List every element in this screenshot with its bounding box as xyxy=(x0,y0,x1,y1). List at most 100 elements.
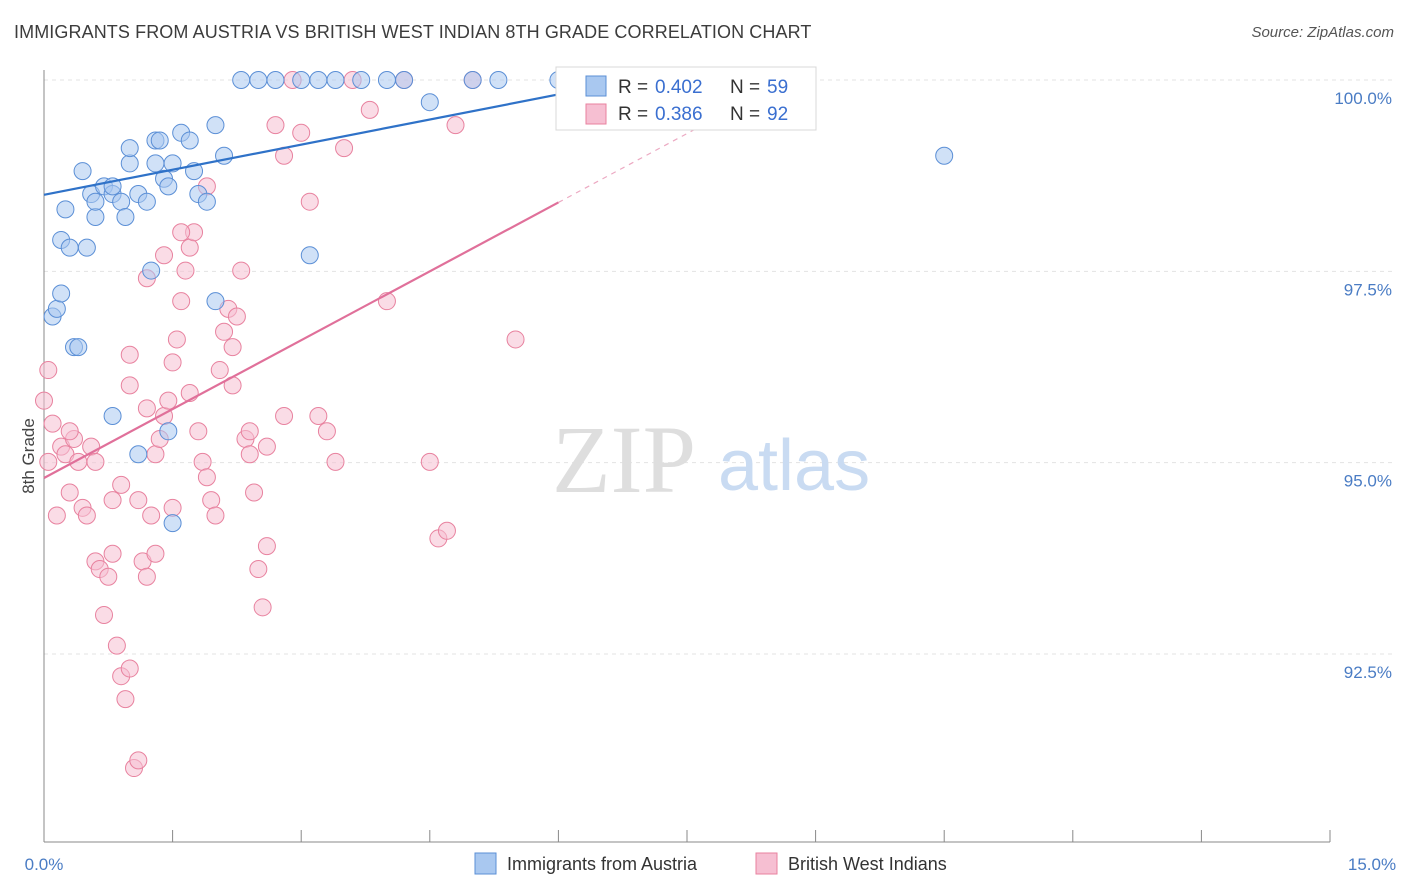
y-tick-labels: 92.5% 95.0% 97.5% 100.0% xyxy=(1334,89,1392,682)
bottom-legend-swatch-blue xyxy=(474,852,497,875)
data-point xyxy=(326,452,345,471)
data-point xyxy=(249,71,268,89)
y-tick-label: 97.5% xyxy=(1344,280,1392,299)
data-point xyxy=(506,330,525,349)
data-point xyxy=(52,284,71,303)
legend-r-value-1: 0.402 xyxy=(655,77,703,98)
data-point xyxy=(309,406,328,425)
data-point xyxy=(86,452,105,471)
data-point xyxy=(103,406,122,425)
data-point xyxy=(257,537,276,556)
data-point xyxy=(275,406,294,425)
data-point xyxy=(463,71,482,89)
watermark-atlas: atlas xyxy=(718,426,870,506)
data-point xyxy=(172,292,191,311)
trend-line-bwi xyxy=(43,201,559,479)
data-point xyxy=(167,330,186,349)
bottom-legend-label-1: Immigrants from Austria xyxy=(507,854,698,874)
data-point xyxy=(77,506,96,525)
y-tick-label: 100.0% xyxy=(1334,89,1392,108)
data-point xyxy=(150,131,169,150)
data-point xyxy=(163,498,182,517)
data-point xyxy=(352,71,371,89)
data-point xyxy=(47,506,66,525)
data-point xyxy=(43,414,62,433)
data-point xyxy=(60,238,79,257)
data-point xyxy=(377,71,396,89)
legend-n-value-1: 59 xyxy=(767,77,788,98)
data-point xyxy=(120,345,139,364)
data-point xyxy=(292,71,311,89)
data-point xyxy=(159,422,178,441)
data-point xyxy=(317,422,336,441)
chart-title: IMMIGRANTS FROM AUSTRIA VS BRITISH WEST … xyxy=(14,22,812,42)
data-point xyxy=(129,491,148,510)
data-point xyxy=(300,192,319,211)
data-point xyxy=(146,544,165,563)
data-point xyxy=(77,238,96,257)
data-point xyxy=(137,567,156,586)
data-point xyxy=(73,162,92,181)
data-point xyxy=(103,491,122,510)
correlation-legend: R = 0.402 N = 59 R = 0.386 N = 92 xyxy=(555,66,817,131)
data-point xyxy=(172,223,191,242)
data-point xyxy=(35,391,53,410)
data-point xyxy=(420,452,439,471)
legend-swatch-blue xyxy=(585,75,607,97)
watermark-zip: ZIP xyxy=(552,406,696,513)
data-point xyxy=(300,246,319,265)
data-point xyxy=(163,353,182,372)
data-point xyxy=(176,261,195,280)
legend-n-label-1: N = xyxy=(730,77,760,98)
data-point xyxy=(420,93,439,112)
data-point xyxy=(86,192,105,211)
x-tick-label-max: 15.0% xyxy=(1348,855,1396,874)
data-point xyxy=(163,514,182,533)
data-point xyxy=(326,71,345,89)
data-point xyxy=(142,506,161,525)
data-point xyxy=(249,560,268,579)
data-point xyxy=(95,605,114,624)
data-point xyxy=(180,131,199,150)
data-point xyxy=(227,307,246,326)
data-point xyxy=(137,192,156,211)
data-point xyxy=(142,261,161,280)
data-point xyxy=(112,475,131,494)
data-point xyxy=(47,299,66,318)
data-point xyxy=(215,322,234,341)
data-point xyxy=(155,246,174,265)
source-label: Source: ZipAtlas.com xyxy=(1251,24,1394,41)
data-point xyxy=(232,71,251,89)
data-point xyxy=(253,598,272,617)
data-point xyxy=(56,200,75,219)
data-point xyxy=(360,100,379,119)
x-tick-label-min: 0.0% xyxy=(25,855,64,874)
data-point xyxy=(223,338,242,357)
data-point xyxy=(146,154,165,173)
data-point xyxy=(206,116,225,135)
data-point xyxy=(129,445,148,464)
data-point xyxy=(257,437,276,456)
legend-n-label-2: N = xyxy=(730,104,760,125)
data-point xyxy=(206,506,225,525)
data-point xyxy=(489,71,508,89)
trend-line-austria xyxy=(43,76,645,196)
legend-swatch-pink xyxy=(585,103,607,125)
data-point xyxy=(266,71,285,89)
legend-r-value-2: 0.386 xyxy=(655,104,703,125)
data-point xyxy=(112,192,131,211)
data-point xyxy=(116,207,135,226)
data-point xyxy=(120,659,139,678)
data-point xyxy=(116,690,135,709)
data-point xyxy=(69,338,88,357)
data-point xyxy=(60,483,79,502)
data-point xyxy=(86,207,105,226)
data-point xyxy=(120,154,139,173)
data-point xyxy=(395,71,414,89)
data-point xyxy=(146,445,165,464)
data-point xyxy=(446,116,465,135)
data-point xyxy=(437,521,456,540)
data-point xyxy=(309,71,328,89)
data-point xyxy=(240,445,259,464)
